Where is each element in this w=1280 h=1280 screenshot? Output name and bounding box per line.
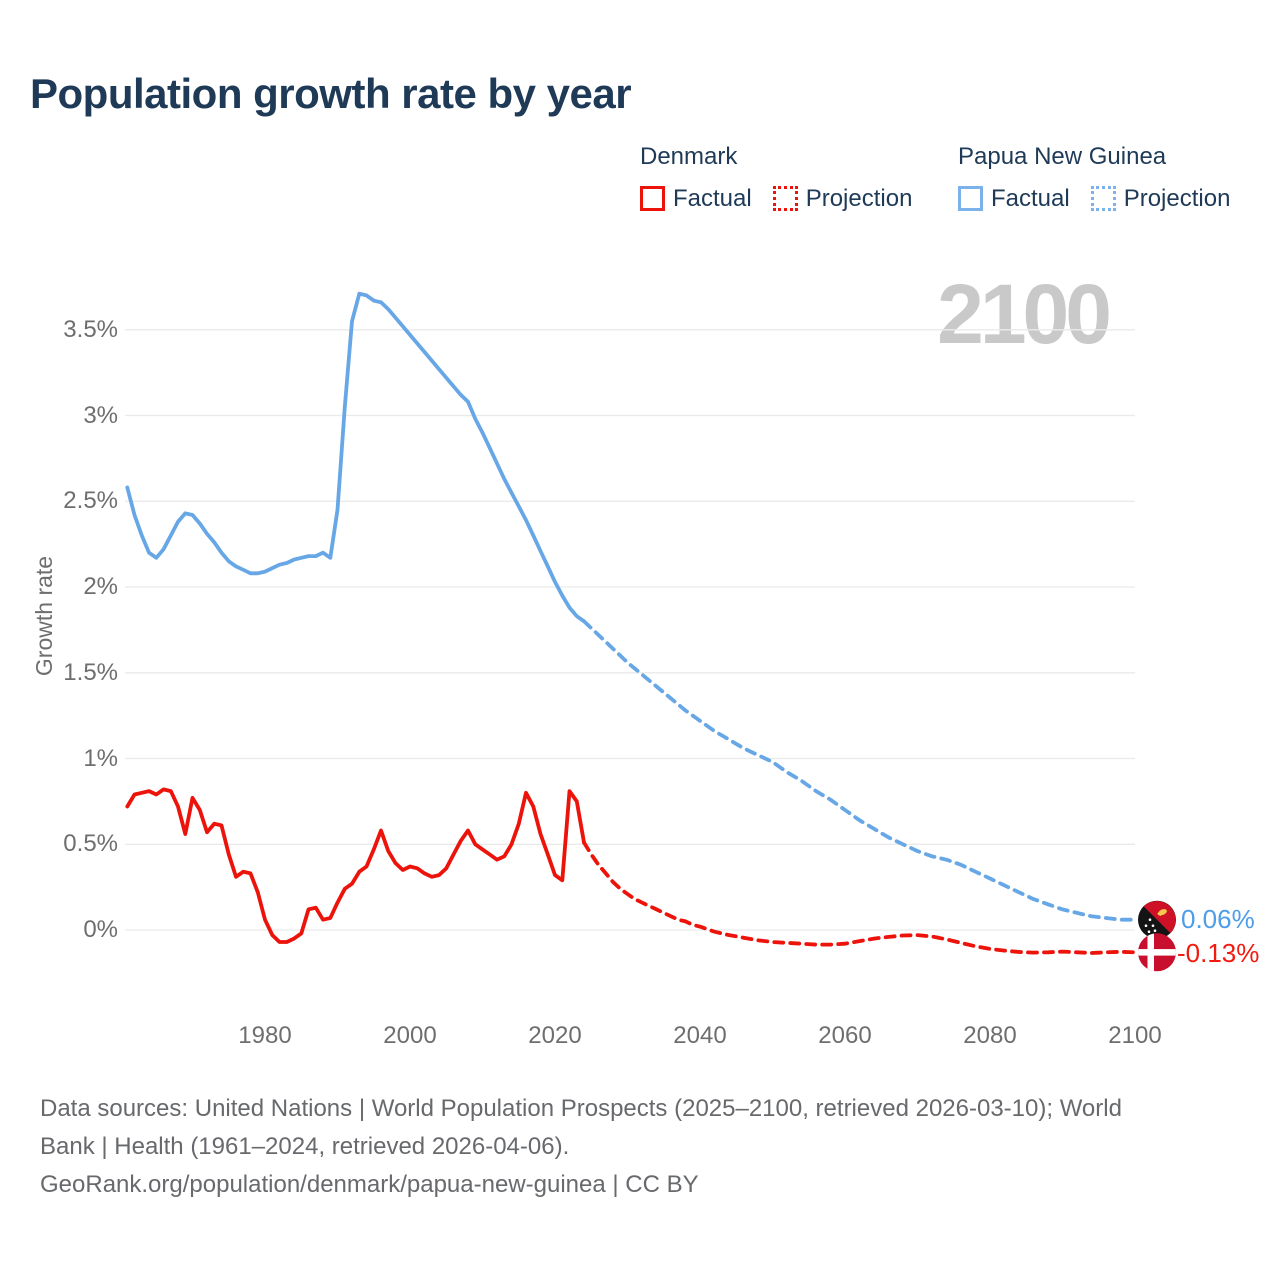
series-line-png-factual: [125, 291, 586, 624]
png-end-value-label: 0.06%: [1181, 904, 1255, 934]
legend-item-label: Factual: [991, 185, 1070, 212]
legend-item-denmark-factual[interactable]: Factual: [640, 186, 752, 211]
series-line-denmark-factual: [125, 787, 586, 944]
y-tick-label: 1%: [83, 744, 118, 772]
denmark-factual-swatch-icon: [640, 186, 665, 211]
legend-item-png-projection[interactable]: Projection: [1090, 185, 1231, 212]
y-tick-label: 2.5%: [63, 487, 118, 515]
year-watermark: 2100: [937, 267, 1112, 361]
footer-line: Bank | Health (1961–2024, retrieved 2026…: [40, 1133, 570, 1160]
x-tick-label: 2040: [673, 1022, 727, 1049]
page-title: Population growth rate by year: [30, 70, 632, 117]
png-projection-swatch-icon: [1090, 186, 1116, 211]
footer-line: Data sources: United Nations | World Pop…: [40, 1095, 1122, 1122]
y-tick-label: 0.5%: [63, 830, 118, 858]
data-sources-footer: Data sources: United Nations | World Pop…: [40, 1090, 1122, 1204]
denmark-end-value-label: -0.13%: [1177, 938, 1260, 968]
y-tick-label: 1.5%: [63, 658, 118, 686]
x-tick-label: 2000: [383, 1022, 437, 1049]
x-tick-label: 2020: [528, 1022, 582, 1049]
x-tick-label: 1980: [238, 1022, 292, 1049]
legend-item-label: Projection: [1123, 185, 1231, 212]
y-tick-label: 0%: [83, 916, 118, 943]
legend-header-denmark: Denmark: [640, 143, 738, 170]
legend-row-papua-new-guinea: Factual Projection: [958, 186, 1230, 211]
series-line-denmark-projection: [582, 840, 1137, 955]
series-line-png-projection: [582, 619, 1137, 922]
png-factual-swatch-icon: [958, 186, 983, 211]
x-tick-label: 2100: [1108, 1022, 1162, 1049]
legend-header-papua-new-guinea: Papua New Guinea: [958, 143, 1167, 170]
legend-group-denmark: Denmark Factual Projection: [640, 144, 912, 211]
y-tick-label: 3%: [83, 401, 118, 429]
x-tick-label: 2060: [818, 1022, 872, 1049]
denmark-flag-icon: [1138, 933, 1176, 972]
legend-item-denmark-projection[interactable]: Projection: [772, 185, 913, 212]
y-tick-label: 3.5%: [63, 315, 118, 343]
legend-item-png-factual[interactable]: Factual: [958, 186, 1070, 211]
x-tick-label: 2080: [963, 1022, 1017, 1049]
y-tick-label: 2%: [83, 573, 118, 600]
footer-line: GeoRank.org/population/denmark/papua-new…: [40, 1171, 699, 1198]
papua-new-guinea-flag-icon: [1138, 900, 1176, 939]
denmark-projection-swatch-icon: [772, 186, 798, 211]
legend-row-denmark: Factual Projection: [640, 186, 912, 211]
legend-item-label: Projection: [805, 185, 913, 212]
legend-group-papua-new-guinea: Papua New Guinea Factual Projection: [958, 144, 1230, 211]
legend-item-label: Factual: [673, 185, 752, 212]
